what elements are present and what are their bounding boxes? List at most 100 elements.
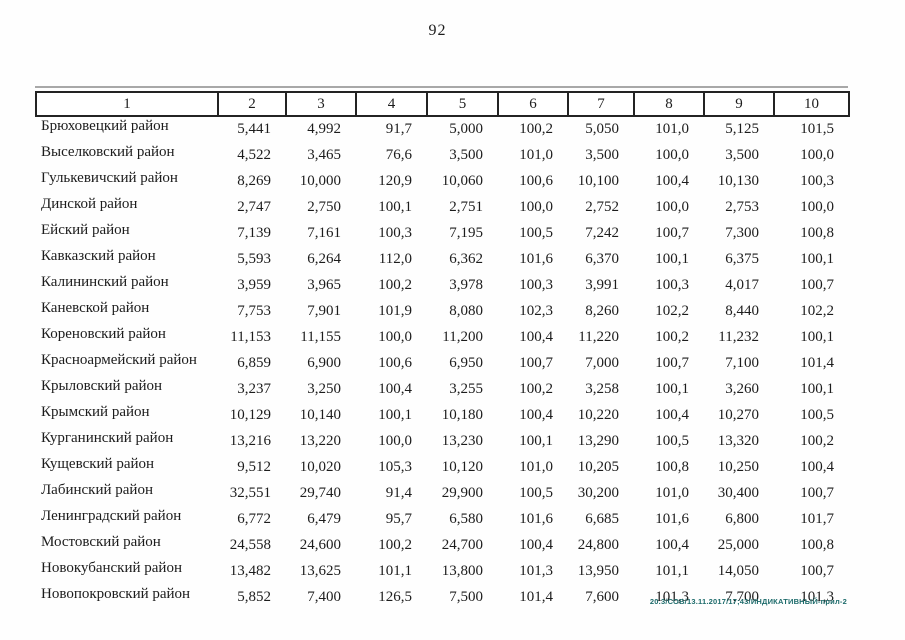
value-cell: 8,440 (725, 302, 759, 319)
value-cell: 100,7 (800, 562, 834, 579)
district-name-cell: Кореновский район (41, 325, 166, 342)
table-body: Брюховецкий район 5,441 4,992 91,7 5,000 100,… (36, 116, 849, 610)
value-cell: 7,242 (585, 224, 619, 241)
district-name-cell: Крымский район (41, 403, 150, 420)
value-cell: 100,5 (800, 406, 834, 423)
value-cell: 100,8 (655, 458, 689, 475)
value-cell: 100,1 (378, 406, 412, 423)
value-cell: 10,060 (441, 172, 483, 189)
value-cell: 100,7 (655, 354, 689, 371)
value-cell: 100,2 (378, 536, 412, 553)
value-cell: 100,4 (655, 536, 689, 553)
value-cell: 29,900 (441, 484, 483, 501)
value-cell: 102,2 (800, 302, 834, 319)
value-cell: 100,0 (378, 432, 412, 449)
value-cell: 3,260 (725, 380, 759, 397)
value-cell: 100,4 (378, 380, 412, 397)
column-header: 4 (355, 91, 428, 117)
value-cell: 3,965 (307, 276, 341, 293)
value-cell: 13,220 (299, 432, 341, 449)
value-cell: 101,4 (519, 588, 553, 605)
value-cell: 5,050 (585, 121, 619, 137)
column-header: 5 (426, 91, 499, 117)
value-cell: 100,0 (800, 146, 834, 163)
column-header: 9 (703, 91, 775, 117)
value-cell: 2,753 (725, 198, 759, 215)
value-cell: 100,5 (519, 224, 553, 241)
district-name-cell: Калининский район (41, 273, 169, 290)
column-header: 2 (217, 91, 287, 117)
value-cell: 101,5 (800, 121, 834, 137)
district-name-cell: Выселковский район (41, 143, 175, 160)
value-cell: 13,320 (717, 432, 759, 449)
value-cell: 5,125 (725, 121, 759, 137)
value-cell: 101,6 (655, 510, 689, 527)
table-row: Брюховецкий район 5,441 4,992 91,7 5,000 100,… (36, 116, 849, 142)
value-cell: 3,258 (585, 380, 619, 397)
value-cell: 25,000 (717, 536, 759, 553)
value-cell: 10,250 (717, 458, 759, 475)
value-cell: 100,0 (519, 198, 553, 215)
value-cell: 3,991 (585, 276, 619, 293)
value-cell: 100,3 (378, 224, 412, 241)
value-cell: 3,237 (237, 380, 271, 397)
value-cell: 100,3 (519, 276, 553, 293)
value-cell: 3,500 (725, 146, 759, 163)
value-cell: 100,2 (655, 328, 689, 345)
value-cell: 100,8 (800, 536, 834, 553)
value-cell: 100,7 (655, 224, 689, 241)
page-number: 92 (428, 22, 447, 39)
value-cell: 10,180 (441, 406, 483, 423)
column-header: 6 (497, 91, 569, 117)
value-cell: 4,522 (237, 146, 271, 163)
table-row: Динской район 2,747 2,750 100,1 2,751 100,0 2,… (36, 194, 849, 220)
value-cell: 7,000 (585, 354, 619, 371)
value-cell: 10,100 (577, 172, 619, 189)
value-cell: 2,750 (307, 198, 341, 215)
value-cell: 11,155 (300, 328, 341, 345)
value-cell: 100,4 (800, 458, 834, 475)
district-name-cell: Лабинский район (41, 481, 153, 498)
district-name-cell: Курганинский район (41, 429, 174, 446)
value-cell: 105,3 (378, 458, 412, 475)
value-cell: 100,0 (655, 198, 689, 215)
value-cell: 100,1 (655, 250, 689, 267)
value-cell: 10,129 (229, 406, 271, 423)
value-cell: 100,0 (655, 146, 689, 163)
value-cell: 76,6 (385, 146, 412, 163)
value-cell: 24,558 (229, 536, 271, 553)
district-name-cell: Каневской район (41, 299, 150, 316)
value-cell: 91,7 (385, 121, 412, 137)
value-cell: 101,3 (800, 588, 834, 605)
table-row: Красноармейский район 6,859 6,900 100,6 6,95… (36, 350, 849, 376)
value-cell: 100,1 (655, 380, 689, 397)
value-cell: 6,362 (449, 250, 483, 267)
value-cell: 13,950 (577, 562, 619, 579)
value-cell: 9,512 (237, 458, 271, 475)
value-cell: 6,772 (237, 510, 271, 527)
value-cell: 100,4 (519, 328, 553, 345)
value-cell: 6,950 (449, 354, 483, 371)
value-cell: 4,017 (725, 276, 759, 293)
indicators-table: 1 2 3 4 5 6 7 8 9 10 Брюховецкий район 5,441 4,992 9… (35, 91, 850, 610)
value-cell: 2,747 (237, 198, 271, 215)
value-cell: 100,8 (800, 224, 834, 241)
value-cell: 101,7 (800, 510, 834, 527)
value-cell: 102,3 (519, 302, 553, 319)
value-cell: 101,1 (378, 562, 412, 579)
value-cell: 24,700 (441, 536, 483, 553)
table-row: Калининский район 3,959 3,965 100,2 3,978 100… (36, 272, 849, 298)
value-cell: 101,3 (519, 562, 553, 579)
district-name-cell: Ленинградский район (41, 507, 182, 524)
value-cell: 101,1 (655, 562, 689, 579)
value-cell: 6,264 (307, 250, 341, 267)
value-cell: 100,3 (655, 276, 689, 293)
value-cell: 8,080 (449, 302, 483, 319)
table-row: Кавказский район 5,593 6,264 112,0 6,362 101,… (36, 246, 849, 272)
districts-table: 1 2 3 4 5 6 7 8 9 10 Брюховецкий район 5,441 4,992 9… (35, 86, 850, 610)
document-stamp: 20.3/СОВ/13.11.2017/17;43/ИНДИКАТИВНЫЙ-п… (649, 597, 847, 606)
value-cell: 101,6 (519, 250, 553, 267)
value-cell: 3,465 (307, 146, 341, 163)
district-name-cell: Красноармейский район (41, 351, 197, 368)
district-name-cell: Ейский район (41, 221, 130, 238)
